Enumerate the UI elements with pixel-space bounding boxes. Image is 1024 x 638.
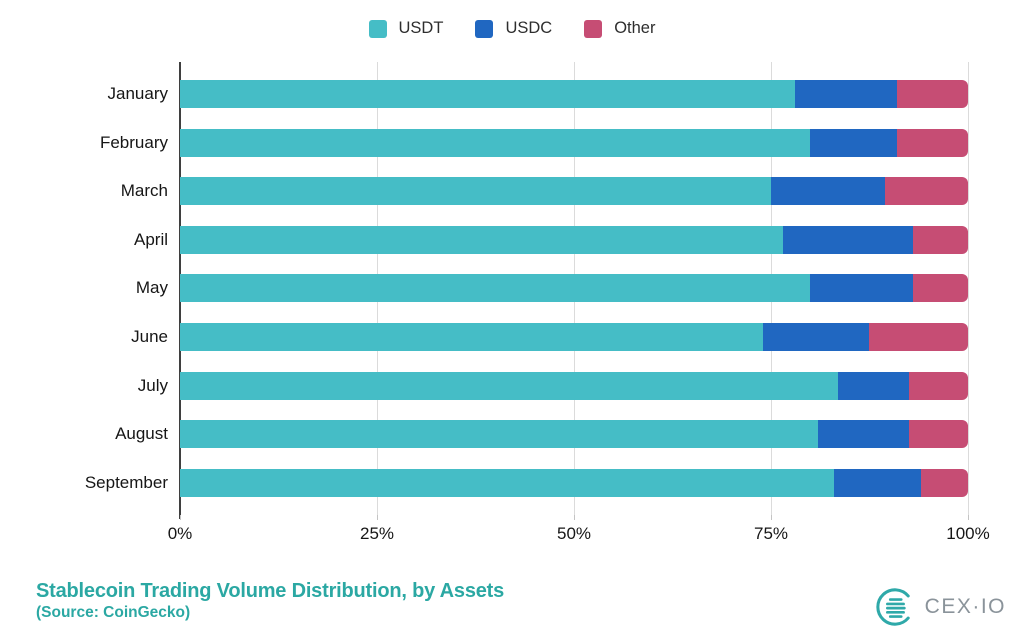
y-axis-label-january: January: [107, 84, 168, 103]
bar-row-march: [180, 177, 968, 206]
y-axis-label-may: May: [135, 278, 168, 298]
legend-label: USDT: [398, 19, 444, 37]
cexio-logo-icon: [876, 588, 910, 626]
bars-layer: [180, 62, 968, 517]
x-axis-tick-label: 25%: [359, 524, 395, 543]
bar-segment-other: [920, 468, 968, 497]
legend-item-other: Other: [584, 19, 655, 38]
bar-segment-usdt: [180, 225, 783, 254]
bar-row-july: [180, 371, 968, 400]
bar-row-april: [180, 225, 968, 254]
bar-segment-usdc: [810, 274, 913, 303]
chart-source-note: (Source: CoinGecko): [36, 604, 191, 621]
bar-segment-other: [885, 177, 968, 206]
x-axis-labels: 0% 25% 50% 75% 100%: [168, 524, 990, 548]
legend-swatch-icon: [584, 19, 603, 38]
x-axis-tick-label: 75%: [753, 524, 789, 543]
bar-row-september: [180, 468, 968, 497]
legend-label: USDC: [505, 19, 553, 37]
bar-segment-usdc: [794, 80, 898, 108]
bar-row-june: [180, 322, 968, 351]
y-axis-label-august: August: [115, 424, 168, 444]
bar-segment-usdc: [834, 468, 921, 497]
x-axis-tick: [377, 515, 378, 520]
y-axis-label-june: June: [131, 326, 168, 346]
bar-row-january: [180, 80, 968, 108]
bar-segment-usdt: [180, 80, 795, 108]
cexio-logo: CEX·IO: [874, 586, 1006, 628]
y-axis-label-march: March: [120, 181, 168, 201]
bar-segment-other: [908, 420, 968, 449]
bar-segment-usdt: [180, 274, 811, 303]
y-axis-labels: January February March April May June July Augu…: [0, 62, 168, 517]
bar-segment-usdc: [771, 177, 886, 206]
bar-segment-usdc: [818, 420, 909, 449]
legend-label: Other: [614, 19, 656, 37]
bar-segment-other: [897, 80, 968, 108]
legend-item-usdc: USDC: [475, 19, 552, 38]
bar-segment-usdt: [180, 322, 764, 351]
bar-segment-other: [912, 274, 968, 303]
bar-segment-usdt: [180, 420, 819, 449]
gridline: [968, 62, 969, 515]
chart-title: Stablecoin Trading Volume Distribution, …: [36, 580, 505, 602]
legend-item-usdt: USDT: [368, 19, 444, 38]
x-axis-tick: [968, 515, 969, 520]
cexio-logo-text: CEX·IO: [924, 595, 1006, 618]
chart-legend: USDT USDC Other: [0, 19, 1024, 38]
bar-segment-usdt: [180, 128, 811, 157]
legend-swatch-icon: [368, 19, 387, 38]
bar-segment-usdc: [810, 128, 898, 157]
bar-row-august: [180, 420, 968, 449]
y-axis-label-february: February: [99, 132, 168, 152]
bar-segment-other: [908, 371, 968, 400]
bar-segment-other: [912, 225, 968, 254]
x-axis-tick-label: 100%: [946, 524, 990, 543]
y-axis-label-april: April: [133, 229, 168, 249]
plot-area: [179, 62, 969, 520]
x-axis-tick: [574, 515, 575, 520]
x-axis-tick: [771, 515, 772, 520]
bar-segment-usdc: [837, 371, 909, 400]
bar-segment-usdt: [180, 177, 771, 206]
x-axis-tick: [180, 515, 181, 520]
x-axis-tick-label: 0%: [167, 524, 193, 543]
legend-swatch-icon: [475, 19, 494, 38]
bar-segment-usdc: [763, 322, 870, 351]
bar-segment-usdt: [180, 468, 835, 497]
y-axis-label-september: September: [84, 472, 168, 492]
x-axis-tick-label: 50%: [556, 524, 592, 543]
bar-segment-other: [869, 322, 968, 351]
bar-segment-other: [897, 128, 968, 157]
bar-segment-usdc: [782, 225, 913, 254]
bar-row-may: [180, 274, 968, 303]
bar-segment-usdt: [180, 371, 838, 400]
y-axis-label-july: July: [137, 375, 168, 395]
bar-row-february: [180, 128, 968, 157]
